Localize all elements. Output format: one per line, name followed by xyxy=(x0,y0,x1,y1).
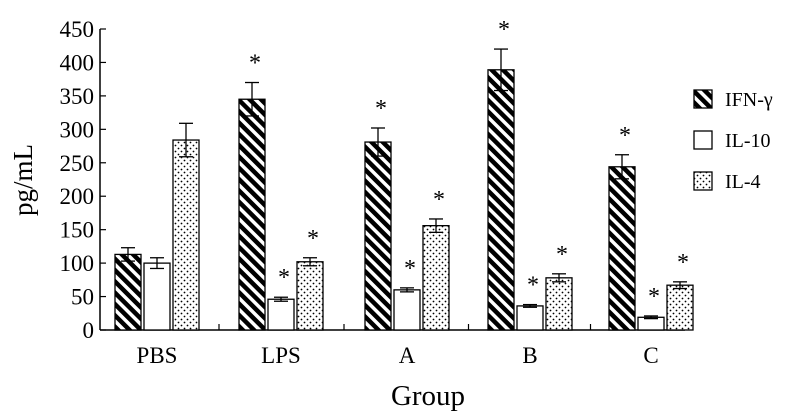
x-tick-label: B xyxy=(522,343,537,368)
x-tick-label: C xyxy=(643,343,658,368)
x-tick-label: A xyxy=(399,343,416,368)
y-tick-label: 150 xyxy=(60,218,95,243)
significance-marker: * xyxy=(404,256,416,282)
y-tick-label: 50 xyxy=(71,285,94,310)
bar-diagonal-stripes xyxy=(114,253,142,331)
x-tick-label: LPS xyxy=(261,343,301,368)
y-tick-label: 350 xyxy=(60,84,95,109)
bar-dots xyxy=(666,284,694,331)
significance-marker: * xyxy=(527,273,539,299)
y-tick-label: 250 xyxy=(60,151,95,176)
significance-marker: * xyxy=(498,17,510,43)
bar-dots xyxy=(296,261,324,331)
y-tick-label: 200 xyxy=(60,184,95,209)
legend-swatch xyxy=(693,89,713,109)
bar-diagonal-stripes xyxy=(608,166,636,331)
y-tick-label: 400 xyxy=(60,50,95,75)
x-axis-label: Group xyxy=(391,380,465,412)
bar-diagonal-stripes xyxy=(364,141,392,331)
bar-diagonal-stripes xyxy=(487,69,515,331)
legend-swatch xyxy=(693,171,713,191)
bar-dots xyxy=(422,225,450,331)
y-tick-label: 450 xyxy=(60,17,95,42)
significance-marker: * xyxy=(307,226,319,252)
bar-open xyxy=(143,262,171,331)
legend-label: IFN-γ xyxy=(725,89,773,111)
bar-open xyxy=(393,289,421,331)
significance-marker: * xyxy=(556,242,568,268)
y-tick-label: 300 xyxy=(60,117,95,142)
y-tick-label: 100 xyxy=(60,251,95,276)
significance-marker: * xyxy=(278,265,290,291)
legend-label: IL-4 xyxy=(725,171,761,193)
bar-diagonal-stripes xyxy=(238,98,266,331)
x-tick-label: PBS xyxy=(137,343,178,368)
bar-open xyxy=(267,298,295,331)
significance-marker: * xyxy=(433,187,445,213)
bar-open xyxy=(516,305,544,331)
y-tick-label: 0 xyxy=(83,318,95,343)
significance-marker: * xyxy=(648,284,660,310)
significance-marker: * xyxy=(249,51,261,77)
significance-marker: * xyxy=(375,96,387,122)
significance-marker: * xyxy=(677,250,689,276)
significance-marker: * xyxy=(619,123,631,149)
y-axis-label: pg/mL xyxy=(8,144,38,216)
bar-dots xyxy=(172,139,200,331)
legend-label: IL-10 xyxy=(725,130,771,152)
bar-dots xyxy=(545,277,573,331)
legend-swatch xyxy=(693,130,713,150)
